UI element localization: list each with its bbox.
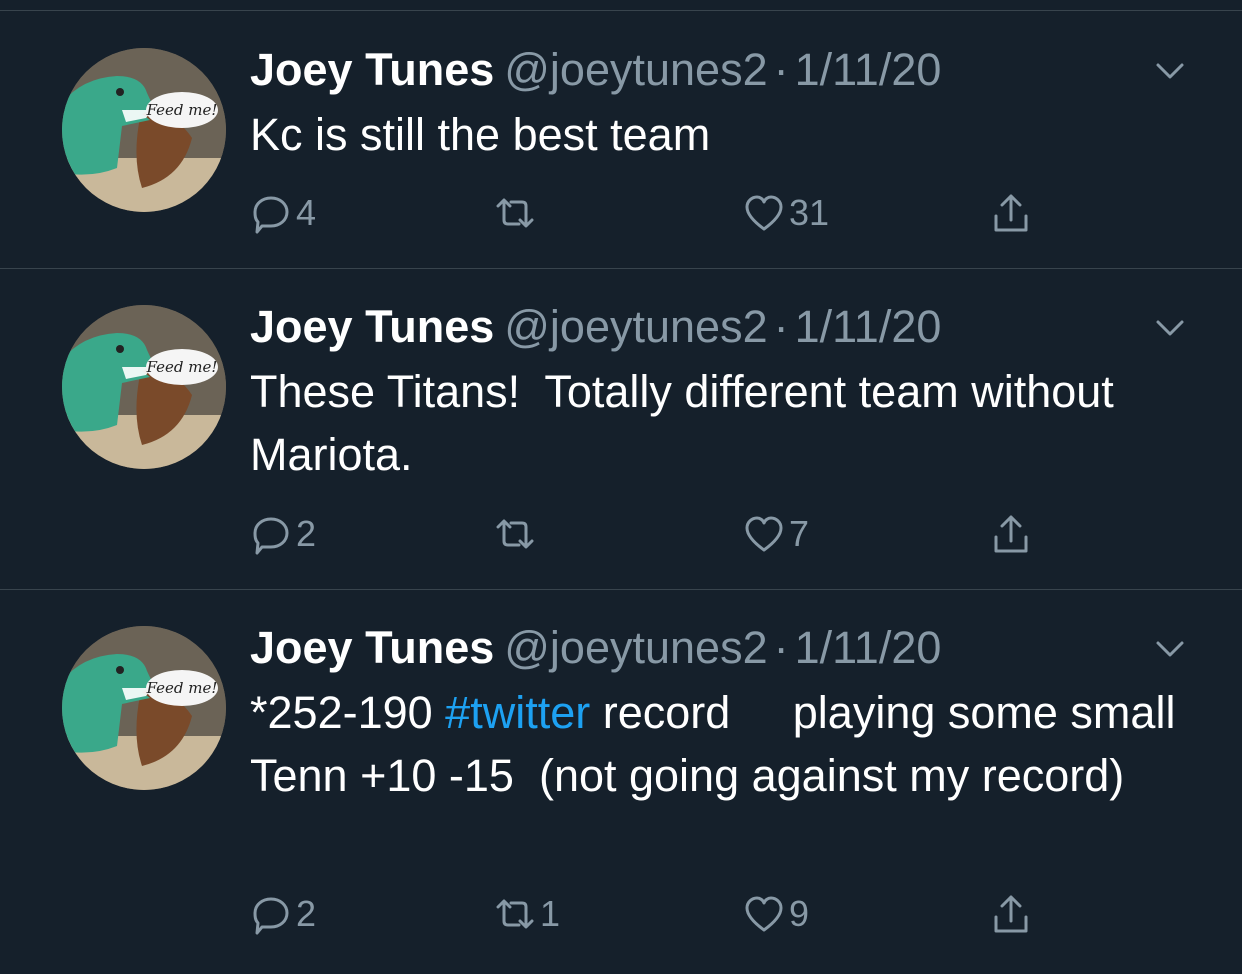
divider [0, 268, 1242, 269]
share-icon [994, 515, 1028, 553]
timestamp[interactable]: 1/11/20 [794, 301, 942, 352]
retweet-button[interactable] [494, 509, 540, 559]
speech-bubble-text: Feed me! [146, 101, 218, 119]
tweet-text-part: These Titans! Totally different team wit… [250, 366, 1127, 480]
share-button[interactable] [990, 188, 1032, 238]
tweet-text-part: Kc is still the best team [250, 109, 711, 160]
dinosaur-avatar: Feed me! [62, 48, 226, 212]
retweet-icon [496, 198, 534, 228]
reply-count: 2 [296, 893, 317, 934]
tweet-header: Joey Tunes @joeytunes2 · 1/11/20 [250, 44, 941, 96]
timestamp[interactable]: 1/11/20 [794, 44, 942, 95]
tweet-text-part: record playing some small Tenn +10 -15 (… [250, 687, 1188, 801]
tweet-text-part: *252-190 [250, 687, 446, 738]
share-icon [994, 895, 1028, 933]
tweet-actions: 4 31 [250, 188, 1050, 238]
chevron-down-icon[interactable] [1150, 307, 1190, 347]
handle[interactable]: @joeytunes2 [504, 301, 768, 352]
display-name[interactable]: Joey Tunes [250, 622, 495, 673]
display-name[interactable]: Joey Tunes [250, 44, 495, 95]
like-count: 7 [789, 513, 810, 554]
reply-icon [253, 517, 289, 555]
hashtag-link[interactable]: #twitter [445, 687, 591, 738]
timestamp[interactable]: 1/11/20 [794, 622, 942, 673]
tweet-header: Joey Tunes @joeytunes2 · 1/11/20 [250, 301, 941, 353]
like-count: 31 [789, 192, 830, 233]
share-button[interactable] [990, 509, 1032, 559]
tweet[interactable]: Feed me! Joey Tunes @joeytunes2 · 1/11/20 K… [0, 11, 1242, 268]
retweet-icon [496, 519, 534, 549]
like-button[interactable]: 9 [743, 889, 809, 939]
heart-icon [745, 516, 783, 552]
dinosaur-avatar: Feed me! [62, 305, 226, 469]
avatar[interactable]: Feed me! [62, 626, 226, 790]
like-count: 9 [789, 893, 810, 934]
speech-bubble-text: Feed me! [146, 679, 218, 697]
reply-icon [253, 897, 289, 935]
display-name[interactable]: Joey Tunes [250, 301, 495, 352]
tweet-actions: 2 7 [250, 509, 1050, 559]
divider [0, 589, 1242, 590]
chevron-down-icon[interactable] [1150, 628, 1190, 668]
like-button[interactable]: 7 [743, 509, 809, 559]
share-icon [994, 194, 1028, 232]
tweet[interactable]: Feed me! Joey Tunes @joeytunes2 · 1/11/20 *… [0, 590, 1242, 974]
separator-dot: · [773, 44, 789, 95]
separator-dot: · [773, 622, 789, 673]
tweet-header: Joey Tunes @joeytunes2 · 1/11/20 [250, 622, 941, 674]
chevron-down-icon[interactable] [1150, 50, 1190, 90]
heart-icon [745, 896, 783, 932]
reply-button[interactable]: 2 [250, 889, 316, 939]
retweet-button[interactable] [494, 188, 540, 238]
divider [0, 10, 1242, 11]
avatar[interactable]: Feed me! [62, 48, 226, 212]
speech-bubble-text: Feed me! [146, 358, 218, 376]
reply-button[interactable]: 2 [250, 509, 316, 559]
tweet-text: *252-190 #twitter record playing some sm… [250, 681, 1190, 807]
heart-icon [745, 195, 783, 231]
retweet-icon [496, 899, 534, 929]
reply-icon [253, 196, 289, 234]
retweet-button[interactable]: 1 [494, 889, 560, 939]
avatar[interactable]: Feed me! [62, 305, 226, 469]
dinosaur-avatar: Feed me! [62, 626, 226, 790]
separator-dot: · [773, 301, 789, 352]
tweet-actions: 2 1 9 [250, 889, 1050, 939]
handle[interactable]: @joeytunes2 [504, 622, 768, 673]
reply-count: 2 [296, 513, 317, 554]
reply-count: 4 [296, 192, 317, 233]
retweet-count: 1 [540, 893, 561, 934]
tweet-text: Kc is still the best team [250, 103, 1190, 166]
tweet[interactable]: Feed me! Joey Tunes @joeytunes2 · 1/11/20 T… [0, 269, 1242, 589]
handle[interactable]: @joeytunes2 [504, 44, 768, 95]
tweet-text: These Titans! Totally different team wit… [250, 360, 1190, 486]
share-button[interactable] [990, 889, 1032, 939]
like-button[interactable]: 31 [743, 188, 829, 238]
reply-button[interactable]: 4 [250, 188, 316, 238]
